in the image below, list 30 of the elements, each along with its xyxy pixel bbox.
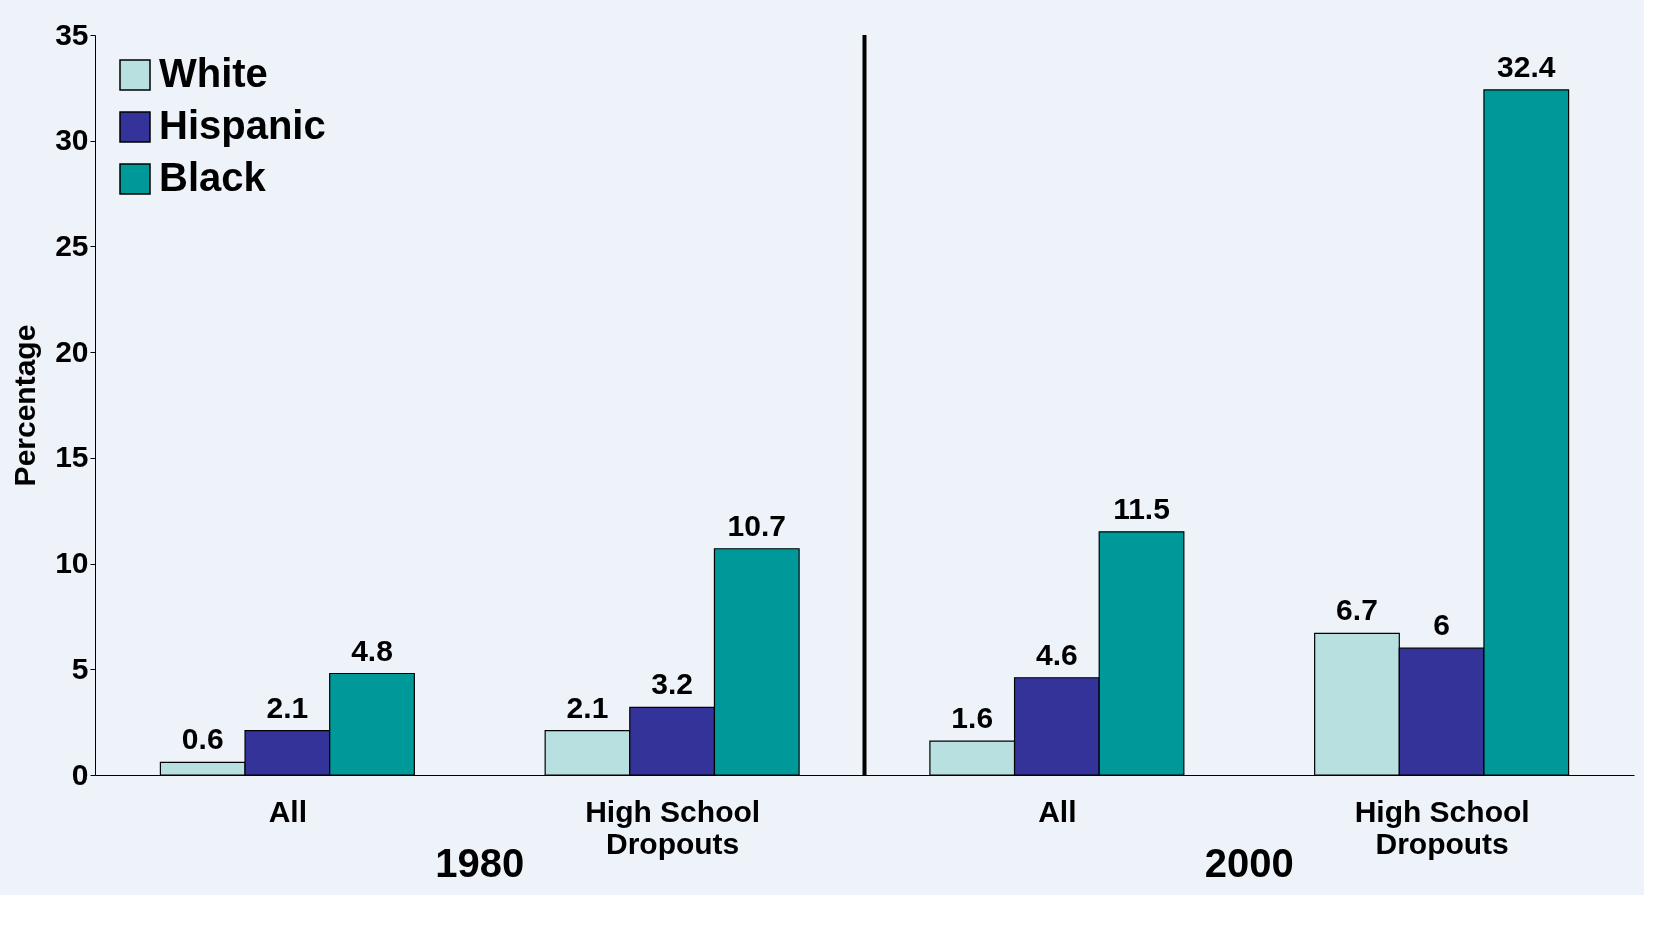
x-tick-label: All	[268, 794, 308, 828]
legend-label: Hispanic	[159, 103, 326, 147]
x-tick-label: High School Dropouts	[585, 794, 761, 860]
y-tick-label: 5	[71, 651, 89, 685]
data-label: 6.7	[1336, 593, 1378, 627]
y-axis-title: Percentage	[8, 324, 42, 487]
data-label: 3.2	[651, 667, 693, 701]
x-tick-label: High School Dropouts	[1354, 794, 1530, 860]
data-label: 4.6	[1036, 637, 1078, 671]
data-label: 1.6	[951, 701, 994, 735]
data-label: 0.6	[181, 722, 224, 756]
y-tick-label: 35	[55, 17, 89, 51]
y-tick-label: 15	[55, 440, 89, 474]
data-label: 6	[1433, 608, 1450, 642]
data-label: 11.5	[1113, 491, 1170, 525]
text: 2000	[1204, 841, 1294, 885]
y-tick-label: 20	[55, 334, 89, 368]
legend-label: Black	[159, 155, 267, 199]
y-tick-label: 25	[55, 228, 89, 262]
data-label: 10.7	[727, 508, 786, 542]
y-tick-label: 30	[55, 123, 89, 157]
data-label: 4.8	[351, 633, 393, 667]
data-label: 2.1	[266, 690, 309, 724]
y-tick-label: 0	[71, 757, 89, 791]
data-label: 2.1	[566, 690, 609, 724]
legend-label: White	[159, 51, 268, 95]
y-tick-label: 10	[55, 546, 89, 580]
text: 1980	[435, 841, 525, 885]
data-label: 32.4	[1497, 49, 1556, 83]
x-tick-label: All	[1038, 794, 1077, 828]
